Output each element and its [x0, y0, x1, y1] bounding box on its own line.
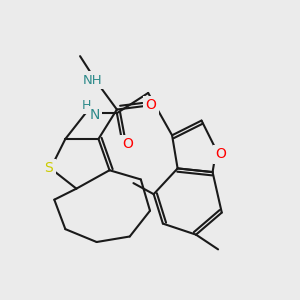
Text: O: O: [145, 98, 156, 112]
Text: O: O: [122, 137, 134, 152]
Text: S: S: [44, 161, 53, 176]
Text: O: O: [215, 147, 226, 161]
Text: H: H: [82, 99, 91, 112]
Text: NH: NH: [82, 74, 102, 87]
Text: N: N: [90, 108, 100, 122]
